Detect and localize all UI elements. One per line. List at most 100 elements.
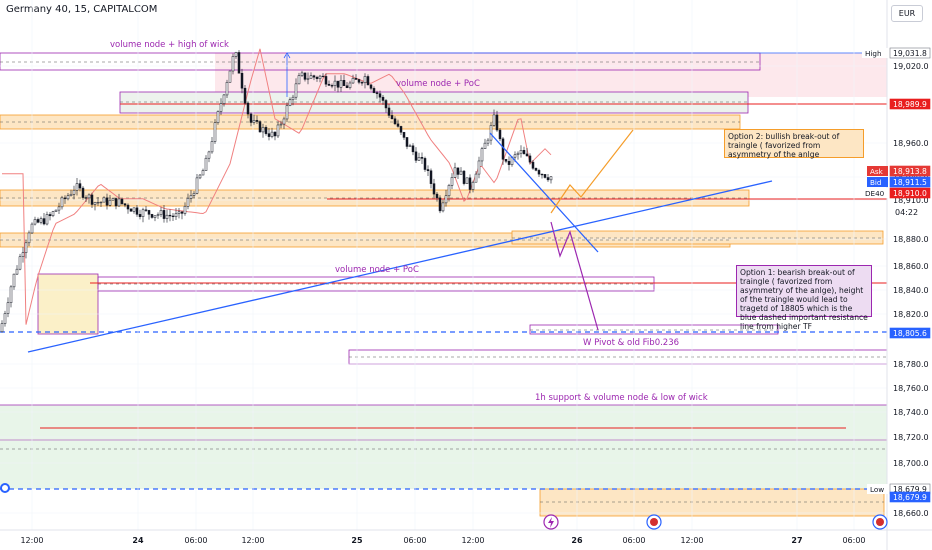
candle	[324, 73, 328, 87]
candle	[384, 98, 388, 113]
time-axis[interactable]: 12:00 24 06:00 12:00 25 06:00 12:00 26 06:00 12:0…	[20, 536, 865, 545]
candle	[459, 167, 463, 175]
candle	[438, 195, 442, 214]
candle	[273, 131, 277, 141]
candle	[222, 93, 226, 107]
candle	[177, 207, 181, 219]
price-tick-label: 18,910.0	[893, 196, 929, 205]
time-tick-label: 12:00	[680, 536, 703, 545]
svg-text:18,911.5: 18,911.5	[893, 178, 927, 187]
candle	[237, 50, 241, 74]
event-icon[interactable]	[646, 514, 662, 530]
candlesticks	[0, 50, 553, 333]
time-tick-label: 25	[351, 536, 363, 545]
price-tag: 18,911.5 Bid	[867, 176, 931, 188]
candle	[507, 156, 511, 171]
svg-text:DE40: DE40	[865, 189, 885, 198]
high-arrow-head	[283, 52, 291, 59]
candle	[396, 119, 400, 128]
candle	[441, 199, 445, 213]
candle	[408, 143, 412, 147]
candle	[72, 185, 76, 200]
candle	[477, 156, 481, 179]
candle	[192, 191, 196, 199]
candle	[27, 230, 31, 247]
candle	[306, 72, 310, 85]
candle	[291, 94, 295, 106]
candle	[270, 127, 274, 139]
price-axis[interactable]: 19,020.018,960.018,940.018,910.018,880.0…	[893, 62, 929, 518]
candle	[468, 174, 472, 194]
candle	[276, 121, 280, 138]
candle	[534, 167, 538, 172]
svg-text:Ask: Ask	[870, 167, 884, 176]
candle	[54, 209, 58, 212]
candle	[297, 72, 301, 85]
candle	[195, 173, 199, 195]
lightning-icon[interactable]	[543, 514, 559, 530]
candle	[36, 217, 40, 224]
price-tag: 18,910.0 DE40	[862, 187, 931, 199]
candle	[189, 190, 193, 203]
candle	[21, 247, 25, 263]
low-marker-icon[interactable]	[0, 483, 10, 493]
candle	[492, 109, 496, 127]
price-tick-label: 18,860.0	[893, 262, 929, 271]
candle	[327, 80, 331, 86]
candle	[279, 120, 283, 129]
svg-text:18,679.9: 18,679.9	[893, 485, 927, 494]
candle	[24, 240, 28, 259]
candle	[504, 159, 508, 164]
price-tick-label: 18,880.0	[893, 235, 929, 244]
candle	[3, 310, 7, 327]
candle	[537, 168, 541, 178]
svg-text:Bid: Bid	[870, 178, 882, 187]
svg-text:18,989.9: 18,989.9	[893, 100, 927, 109]
candle	[522, 146, 526, 155]
candle	[63, 195, 67, 204]
event-icon[interactable]	[872, 514, 888, 530]
candle	[375, 90, 379, 99]
candle	[117, 193, 121, 207]
candle	[342, 74, 346, 86]
candle	[336, 80, 340, 93]
candle	[363, 73, 367, 89]
time-tick-label: 27	[791, 536, 802, 545]
candle	[213, 119, 217, 144]
candle	[402, 131, 406, 140]
price-tick-label: 18,700.0	[893, 459, 929, 468]
candle	[144, 205, 148, 212]
candle	[123, 203, 127, 208]
time-tick-label: 26	[571, 536, 583, 545]
candle	[75, 178, 79, 196]
svg-text:19,031.8: 19,031.8	[893, 49, 927, 58]
candle	[399, 125, 403, 136]
candle	[219, 98, 223, 115]
candle	[426, 165, 430, 176]
candle	[207, 150, 211, 163]
svg-text:18,679.9: 18,679.9	[893, 493, 927, 502]
currency-button[interactable]: EUR	[891, 5, 923, 22]
candle	[48, 212, 52, 221]
candle	[57, 202, 61, 214]
price-tick-label: 18,760.0	[893, 384, 929, 393]
candle	[12, 273, 16, 290]
candle	[150, 213, 154, 219]
price-tick-label: 18,720.0	[893, 433, 929, 442]
label-w-pivot: W Pivot & old Fib0.236	[583, 338, 679, 348]
price-tick-label: 18,840.0	[893, 286, 929, 295]
candle	[132, 207, 136, 214]
candle	[378, 90, 382, 103]
descending-trendline	[489, 132, 599, 253]
candle	[357, 78, 361, 85]
candle	[465, 177, 469, 184]
candle	[171, 212, 175, 221]
option2-note: Option 2: bullish break-out of traingle …	[724, 129, 864, 159]
candle	[249, 112, 253, 127]
candle	[345, 82, 349, 89]
time-tick-label: 12:00	[241, 536, 264, 545]
candle	[390, 110, 394, 120]
candle	[435, 192, 439, 202]
candle	[420, 152, 424, 164]
